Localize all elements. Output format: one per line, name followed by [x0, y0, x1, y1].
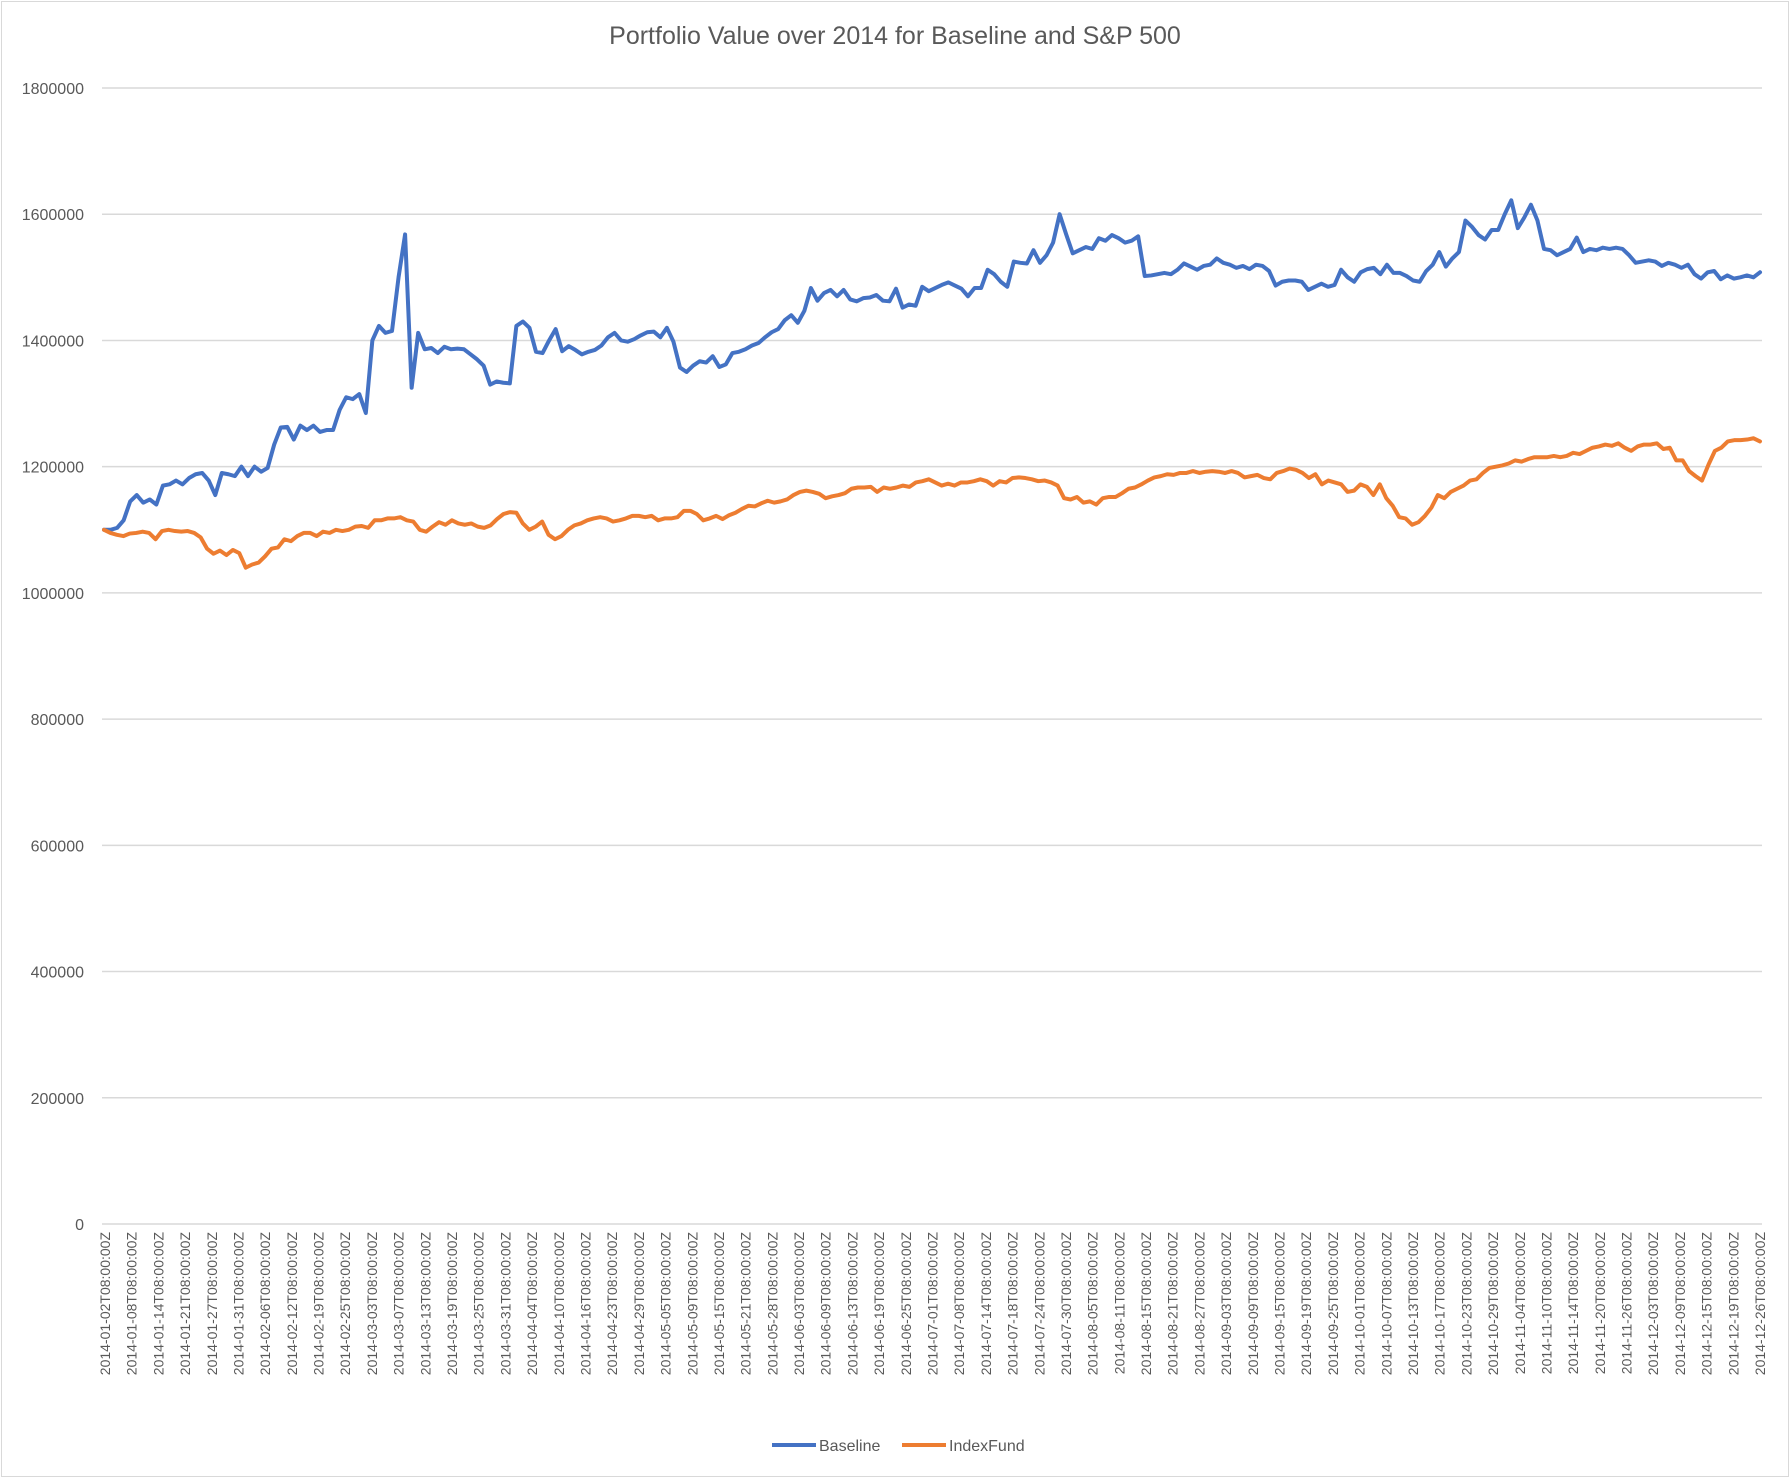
x-tick-label: 2014-01-21T08:00:00Z: [177, 1232, 193, 1376]
x-tick-label: 2014-04-10T08:00:00Z: [551, 1232, 567, 1376]
x-tick-label: 2014-12-15T08:00:00Z: [1699, 1232, 1715, 1376]
x-tick-label: 2014-09-03T08:00:00Z: [1218, 1232, 1234, 1376]
x-tick-label: 2014-08-05T08:00:00Z: [1085, 1232, 1101, 1376]
x-tick-label: 2014-06-03T08:00:00Z: [791, 1232, 807, 1376]
x-tick-label: 2014-02-19T08:00:00Z: [311, 1232, 327, 1376]
x-tick-label: 2014-05-21T08:00:00Z: [738, 1232, 754, 1376]
x-tick-label: 2014-04-29T08:00:00Z: [631, 1232, 647, 1376]
x-tick-label: 2014-03-25T08:00:00Z: [471, 1232, 487, 1376]
y-tick-label: 800000: [31, 712, 84, 729]
legend: Baseline IndexFund: [772, 1438, 1025, 1455]
x-tick-label: 2014-07-01T08:00:00Z: [925, 1232, 941, 1376]
x-tick-label: 2014-09-25T08:00:00Z: [1325, 1232, 1341, 1376]
x-tick-label: 2014-02-12T08:00:00Z: [284, 1232, 300, 1376]
x-tick-label: 2014-03-19T08:00:00Z: [444, 1232, 460, 1376]
y-tick-label: 1000000: [22, 586, 84, 603]
x-tick-label: 2014-06-25T08:00:00Z: [898, 1232, 914, 1376]
x-tick-label: 2014-01-02T08:00:00Z: [97, 1232, 113, 1376]
series-line-baseline: [102, 198, 1762, 532]
x-tick-label: 2014-02-06T08:00:00Z: [257, 1232, 273, 1376]
x-tick-label: 2014-04-23T08:00:00Z: [604, 1232, 620, 1376]
y-tick-label: 200000: [31, 1091, 84, 1108]
x-tick-label: 2014-08-21T08:00:00Z: [1165, 1232, 1181, 1376]
y-tick-label: 1800000: [22, 81, 84, 98]
x-tick-label: 2014-07-24T08:00:00Z: [1031, 1232, 1047, 1376]
x-tick-label: 2014-07-08T08:00:00Z: [951, 1232, 967, 1376]
x-tick-label: 2014-12-26T08:00:00Z: [1752, 1232, 1768, 1376]
x-tick-label: 2014-12-03T08:00:00Z: [1645, 1232, 1661, 1376]
x-tick-label: 2014-06-09T08:00:00Z: [818, 1232, 834, 1376]
x-tick-label: 2014-09-09T08:00:00Z: [1245, 1232, 1261, 1376]
x-tick-label: 2014-10-17T08:00:00Z: [1432, 1232, 1448, 1376]
chart-title: Portfolio Value over 2014 for Baseline a…: [609, 22, 1181, 50]
x-tick-label: 2014-06-19T08:00:00Z: [871, 1232, 887, 1376]
legend-label: Baseline: [819, 1438, 880, 1455]
x-tick-label: 2014-12-19T08:00:00Z: [1725, 1232, 1741, 1376]
x-tick-label: 2014-11-10T08:00:00Z: [1538, 1232, 1554, 1375]
x-tick-label: 2014-03-31T08:00:00Z: [497, 1232, 513, 1376]
x-tick-label: 2014-01-08T08:00:00Z: [124, 1232, 140, 1376]
y-axis-tick-labels: 0 200000 400000 600000 800000 1000000 1200000 1…: [22, 81, 84, 1234]
x-axis-tick-labels: 2014-01-02T08:00:00Z 2014-01-08T08:00:00Z…: [97, 1232, 1768, 1376]
x-tick-label: 2014-11-20T08:00:00Z: [1592, 1232, 1608, 1375]
x-tick-label: 2014-02-25T08:00:00Z: [337, 1232, 353, 1376]
series-lines: [102, 198, 1762, 570]
x-tick-label: 2014-10-07T08:00:00Z: [1378, 1232, 1394, 1376]
y-tick-label: 400000: [31, 965, 84, 982]
series-line-indexfund: [102, 436, 1762, 570]
x-tick-label: 2014-09-15T08:00:00Z: [1272, 1232, 1288, 1376]
x-tick-label: 2014-01-27T08:00:00Z: [204, 1232, 220, 1376]
y-tick-label: 1400000: [22, 333, 84, 350]
x-tick-label: 2014-04-16T08:00:00Z: [577, 1232, 593, 1376]
x-tick-label: 2014-05-05T08:00:00Z: [658, 1232, 674, 1376]
x-tick-label: 2014-01-14T08:00:00Z: [150, 1232, 166, 1376]
x-tick-label: 2014-05-28T08:00:00Z: [764, 1232, 780, 1376]
x-tick-label: 2014-04-04T08:00:00Z: [524, 1232, 540, 1376]
y-tick-label: 1600000: [22, 207, 84, 224]
x-tick-label: 2014-10-01T08:00:00Z: [1352, 1232, 1368, 1376]
x-tick-label: 2014-05-09T08:00:00Z: [684, 1232, 700, 1376]
x-tick-label: 2014-11-14T08:00:00Z: [1565, 1232, 1581, 1375]
x-tick-label: 2014-08-15T08:00:00Z: [1138, 1232, 1154, 1376]
x-tick-label: 2014-10-29T08:00:00Z: [1485, 1232, 1501, 1376]
x-tick-label: 2014-07-14T08:00:00Z: [978, 1232, 994, 1376]
gridlines: [102, 87, 1762, 1225]
x-tick-label: 2014-10-23T08:00:00Z: [1458, 1232, 1474, 1376]
x-tick-label: 2014-01-31T08:00:00Z: [230, 1232, 246, 1376]
x-tick-label: 2014-12-09T08:00:00Z: [1672, 1232, 1688, 1376]
y-tick-label: 1200000: [22, 460, 84, 477]
x-tick-label: 2014-10-13T08:00:00Z: [1405, 1232, 1421, 1376]
x-tick-label: 2014-11-26T08:00:00Z: [1619, 1232, 1635, 1375]
x-tick-label: 2014-09-19T08:00:00Z: [1298, 1232, 1314, 1376]
y-tick-label: 600000: [31, 838, 84, 855]
x-tick-label: 2014-07-18T08:00:00Z: [1005, 1232, 1021, 1376]
x-tick-label: 2014-07-30T08:00:00Z: [1058, 1232, 1074, 1376]
x-tick-label: 2014-05-15T08:00:00Z: [711, 1232, 727, 1376]
x-tick-label: 2014-08-27T08:00:00Z: [1191, 1232, 1207, 1376]
y-tick-label: 0: [75, 1217, 84, 1234]
x-tick-label: 2014-03-07T08:00:00Z: [391, 1232, 407, 1376]
x-tick-label: 2014-06-13T08:00:00Z: [844, 1232, 860, 1376]
legend-label: IndexFund: [949, 1438, 1025, 1455]
x-tick-label: 2014-03-03T08:00:00Z: [364, 1232, 380, 1376]
x-tick-label: 2014-08-11T08:00:00Z: [1111, 1232, 1127, 1375]
x-tick-label: 2014-11-04T08:00:00Z: [1512, 1232, 1528, 1375]
x-tick-label: 2014-03-13T08:00:00Z: [417, 1232, 433, 1376]
